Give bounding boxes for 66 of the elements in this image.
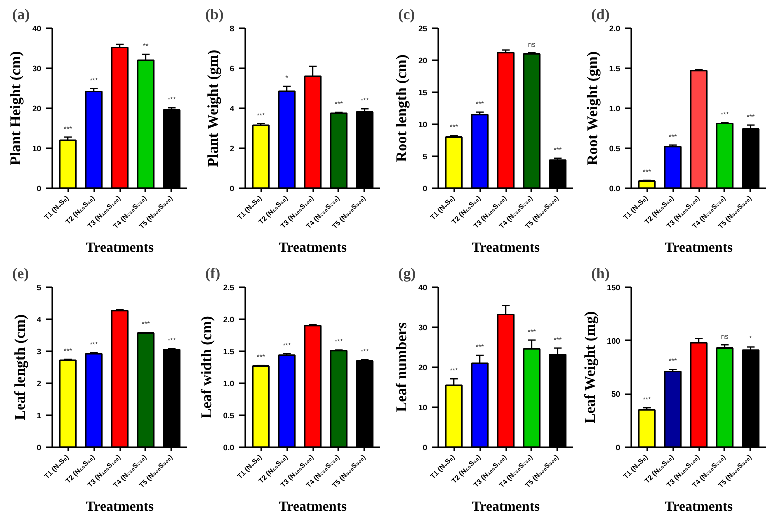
y-tick-label: 10 <box>32 144 42 154</box>
x-axis-title: Treatments <box>86 500 155 516</box>
y-tick-label: 150 <box>607 284 622 292</box>
y-tick-label: 10 <box>418 120 428 130</box>
y-tick-label: 6 <box>230 64 236 74</box>
y-axis-title: Plant Weight (gm) <box>206 50 222 168</box>
y-tick-label: 0 <box>423 444 428 452</box>
y-tick-label: 5 <box>37 284 42 292</box>
y-tick-label: 50 <box>612 390 622 400</box>
chart-title: (a) <box>12 8 30 24</box>
chart-title: (f) <box>206 266 220 282</box>
chart-title: (h) <box>592 266 610 282</box>
chart-title: (b) <box>206 8 224 24</box>
y-tick-label: 4 <box>37 316 42 324</box>
chart-title: (d) <box>592 8 610 24</box>
x-axis-title: Treatments <box>86 241 155 256</box>
y-axis-title: Leaf numbers <box>394 322 411 412</box>
y-tick-label: 40 <box>418 284 428 292</box>
y-tick-label: 0.0 <box>609 184 622 194</box>
y-tick-label: 40 <box>32 24 42 34</box>
y-tick-label: 4 <box>230 104 236 114</box>
y-tick-label: 0 <box>37 184 42 194</box>
y-tick-label: 5 <box>423 152 428 162</box>
y-tick-label: 100 <box>607 336 622 346</box>
chart-title: (g) <box>398 266 416 282</box>
x-axis-title: Treatments <box>279 241 348 256</box>
y-axis-title: Leaf Weight (mg) <box>583 312 600 424</box>
y-tick-label: 3 <box>37 348 42 356</box>
y-tick-label: 2.5 <box>223 284 236 292</box>
y-tick-label: 20 <box>418 364 428 372</box>
chart-title: (c) <box>398 8 416 24</box>
x-axis-title: Treatments <box>279 500 348 516</box>
y-tick-label: 1.0 <box>223 380 236 388</box>
y-axis-title: Root Weight (gm) <box>585 52 602 166</box>
y-tick-label: 30 <box>418 324 428 332</box>
y-tick-label: 0 <box>423 184 428 194</box>
x-axis-title: Treatments <box>472 241 541 256</box>
y-axis-title: Leaf length (cm) <box>13 314 30 420</box>
y-tick-label: 2.0 <box>609 24 622 34</box>
y-tick-label: 0 <box>616 444 622 452</box>
y-tick-label: 20 <box>32 104 42 114</box>
chart-title: (e) <box>12 266 30 282</box>
y-tick-label: 8 <box>230 24 236 34</box>
y-tick-label: 0.5 <box>609 144 622 154</box>
y-tick-label: 10 <box>418 404 428 412</box>
y-tick-label: 1.5 <box>609 64 622 74</box>
y-tick-label: 1.0 <box>609 104 622 114</box>
y-tick-label: 0.0 <box>223 444 236 452</box>
y-tick-label: 2.0 <box>223 316 236 324</box>
y-tick-label: 2 <box>230 144 236 154</box>
y-axis-title: Root length (cm) <box>394 54 411 162</box>
y-tick-label: 15 <box>418 88 428 98</box>
y-tick-label: 1 <box>37 412 42 420</box>
y-tick-label: 25 <box>418 24 428 34</box>
y-tick-label: 30 <box>32 64 42 74</box>
x-axis-title: Treatments <box>472 500 541 516</box>
y-tick-label: 2 <box>37 380 42 388</box>
y-tick-label: 20 <box>418 56 428 66</box>
y-tick-label: 0 <box>37 444 42 452</box>
y-axis-title: Leaf width (cm) <box>199 316 216 419</box>
x-axis-title: Treatments <box>665 500 734 516</box>
x-axis-title: Treatments <box>665 241 734 256</box>
y-axis-title: Plant Height (cm) <box>8 51 25 166</box>
y-tick-label: 0.5 <box>223 412 236 420</box>
y-tick-label: 0 <box>230 184 236 194</box>
y-tick-label: 1.5 <box>223 348 236 356</box>
